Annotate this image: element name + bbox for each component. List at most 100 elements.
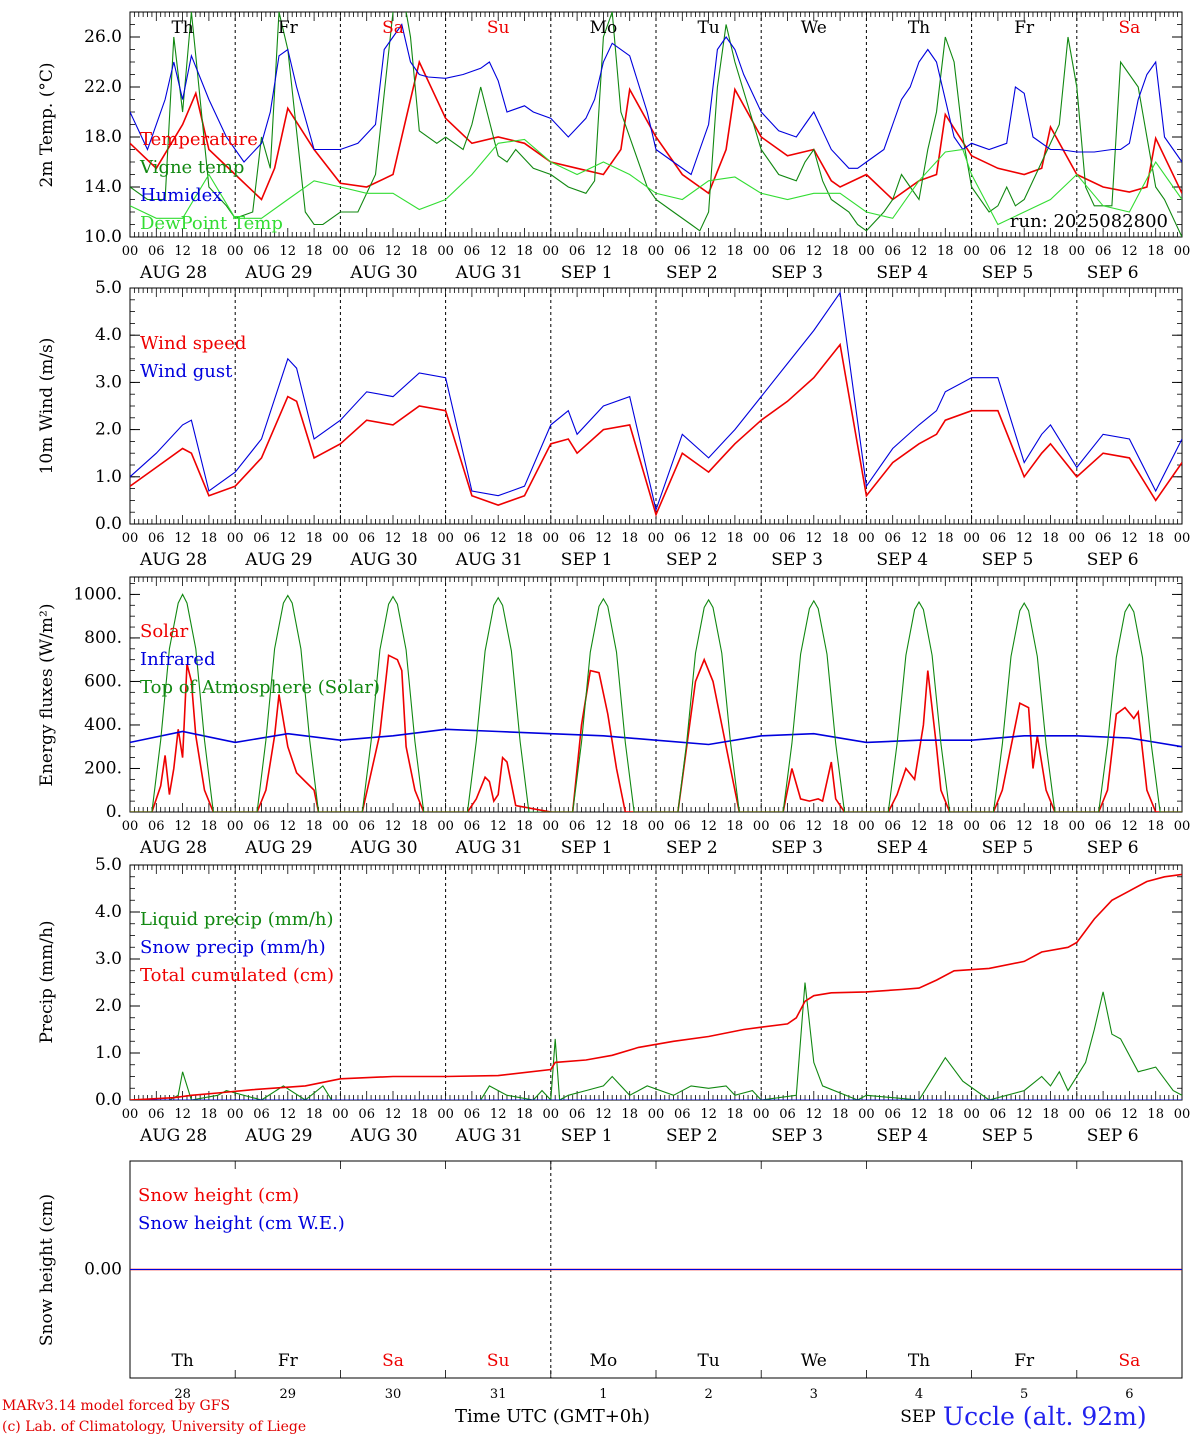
x-date-label: SEP 1 bbox=[561, 1126, 613, 1146]
x-date-label: AUG 28 bbox=[139, 1126, 207, 1146]
x-date-label: SEP 1 bbox=[561, 838, 613, 858]
day-name-bottom: Sa bbox=[382, 1351, 404, 1371]
x-hour-label: 12 bbox=[700, 244, 717, 259]
x-hour-label: 06 bbox=[464, 244, 481, 259]
x-hour-label: 00 bbox=[858, 819, 875, 834]
x-hour-label: 18 bbox=[621, 819, 638, 834]
x-hour-label: 06 bbox=[358, 819, 375, 834]
day-name-bottom: Tu bbox=[697, 1351, 719, 1371]
day-number: 4 bbox=[915, 1387, 923, 1402]
x-hour-label: 12 bbox=[490, 819, 507, 834]
x-hour-label: 00 bbox=[753, 531, 770, 546]
x-hour-label: 00 bbox=[332, 244, 349, 259]
x-date-label: SEP 4 bbox=[876, 838, 928, 858]
day-number: 1 bbox=[599, 1387, 607, 1402]
x-hour-label: 00 bbox=[858, 1107, 875, 1122]
x-hour-label: 12 bbox=[595, 244, 612, 259]
x-hour-label: 06 bbox=[884, 819, 901, 834]
x-date-label: SEP 6 bbox=[1087, 550, 1139, 570]
x-hour-label: 00 bbox=[543, 244, 560, 259]
x-date-label: AUG 31 bbox=[455, 1126, 523, 1146]
x-hour-label: 00 bbox=[1174, 244, 1191, 259]
x-date-label: AUG 30 bbox=[349, 550, 417, 570]
x-hour-label: 12 bbox=[806, 531, 823, 546]
x-hour-label: 12 bbox=[1016, 1107, 1033, 1122]
y-tick-label: 2.0 bbox=[95, 996, 122, 1016]
x-hour-label: 06 bbox=[148, 1107, 165, 1122]
x-hour-label: 12 bbox=[1121, 1107, 1138, 1122]
x-hour-label: 18 bbox=[201, 819, 218, 834]
legend-entry: Wind gust bbox=[140, 361, 233, 382]
x-hour-label: 00 bbox=[122, 244, 139, 259]
series-line bbox=[130, 593, 1182, 812]
x-date-label: SEP 5 bbox=[982, 838, 1034, 858]
x-hour-label: 00 bbox=[332, 531, 349, 546]
x-hour-label: 12 bbox=[1121, 244, 1138, 259]
x-hour-label: 00 bbox=[227, 819, 244, 834]
y-tick-label: 200. bbox=[84, 758, 122, 778]
x-date-label: AUG 28 bbox=[139, 550, 207, 570]
x-hour-label: 18 bbox=[1147, 244, 1164, 259]
x-hour-label: 18 bbox=[516, 531, 533, 546]
y-tick-label: 14.0 bbox=[84, 177, 122, 197]
x-hour-label: 12 bbox=[174, 244, 191, 259]
x-date-label: AUG 28 bbox=[139, 263, 207, 283]
series-line bbox=[130, 12, 1182, 237]
day-name-top: Mo bbox=[590, 18, 618, 38]
y-tick-label: 1.0 bbox=[95, 467, 122, 487]
series-line bbox=[130, 23, 1182, 176]
x-date-label: SEP 4 bbox=[876, 1126, 928, 1146]
legend-entry: Snow height (cm W.E.) bbox=[138, 1213, 345, 1234]
day-number: 2 bbox=[704, 1387, 712, 1402]
day-name-bottom: Sa bbox=[1119, 1351, 1141, 1371]
x-hour-label: 12 bbox=[280, 244, 297, 259]
x-hour-label: 06 bbox=[464, 531, 481, 546]
day-name-top: Sa bbox=[1119, 18, 1141, 38]
series-line bbox=[130, 873, 1182, 1100]
x-hour-label: 00 bbox=[543, 531, 560, 546]
x-date-label: SEP 4 bbox=[876, 550, 928, 570]
x-hour-label: 06 bbox=[569, 244, 586, 259]
day-number: 3 bbox=[810, 1387, 818, 1402]
run-label: run: 2025082800 bbox=[1010, 211, 1168, 232]
x-date-label: SEP 5 bbox=[982, 1126, 1034, 1146]
x-hour-label: 06 bbox=[253, 819, 270, 834]
x-hour-label: 06 bbox=[569, 819, 586, 834]
x-hour-label: 00 bbox=[1069, 1107, 1086, 1122]
x-hour-label: 18 bbox=[1147, 531, 1164, 546]
x-hour-label: 06 bbox=[148, 531, 165, 546]
y-tick-label: 18.0 bbox=[84, 127, 122, 147]
x-hour-label: 06 bbox=[253, 531, 270, 546]
y-tick-label: 1000. bbox=[73, 584, 122, 604]
y-tick-label: 0. bbox=[106, 802, 122, 822]
x-hour-label: 00 bbox=[1174, 1107, 1191, 1122]
y-tick-label: 3.0 bbox=[95, 372, 122, 392]
x-hour-label: 00 bbox=[648, 531, 665, 546]
x-hour-label: 12 bbox=[911, 531, 928, 546]
x-hour-label: 06 bbox=[358, 1107, 375, 1122]
x-hour-label: 06 bbox=[674, 1107, 691, 1122]
x-hour-label: 18 bbox=[1042, 244, 1059, 259]
day-name-top: We bbox=[801, 18, 827, 38]
x-hour-label: 12 bbox=[280, 531, 297, 546]
x-date-label: SEP 1 bbox=[561, 550, 613, 570]
x-date-label: SEP 2 bbox=[666, 838, 718, 858]
x-hour-label: 12 bbox=[1016, 244, 1033, 259]
y-tick-label: 400. bbox=[84, 715, 122, 735]
x-hour-label: 06 bbox=[990, 819, 1007, 834]
x-hour-label: 00 bbox=[437, 819, 454, 834]
x-hour-label: 00 bbox=[227, 531, 244, 546]
x-hour-label: 18 bbox=[937, 244, 954, 259]
x-hour-label: 00 bbox=[1174, 531, 1191, 546]
x-date-label: AUG 31 bbox=[455, 838, 523, 858]
x-date-label: AUG 29 bbox=[244, 263, 312, 283]
legend-entry: Temperature bbox=[140, 129, 258, 150]
x-hour-label: 06 bbox=[779, 819, 796, 834]
x-hour-label: 06 bbox=[253, 244, 270, 259]
x-hour-label: 06 bbox=[464, 1107, 481, 1122]
x-date-label: AUG 29 bbox=[244, 550, 312, 570]
x-date-label: AUG 31 bbox=[455, 263, 523, 283]
x-hour-label: 00 bbox=[437, 531, 454, 546]
x-hour-label: 12 bbox=[911, 1107, 928, 1122]
